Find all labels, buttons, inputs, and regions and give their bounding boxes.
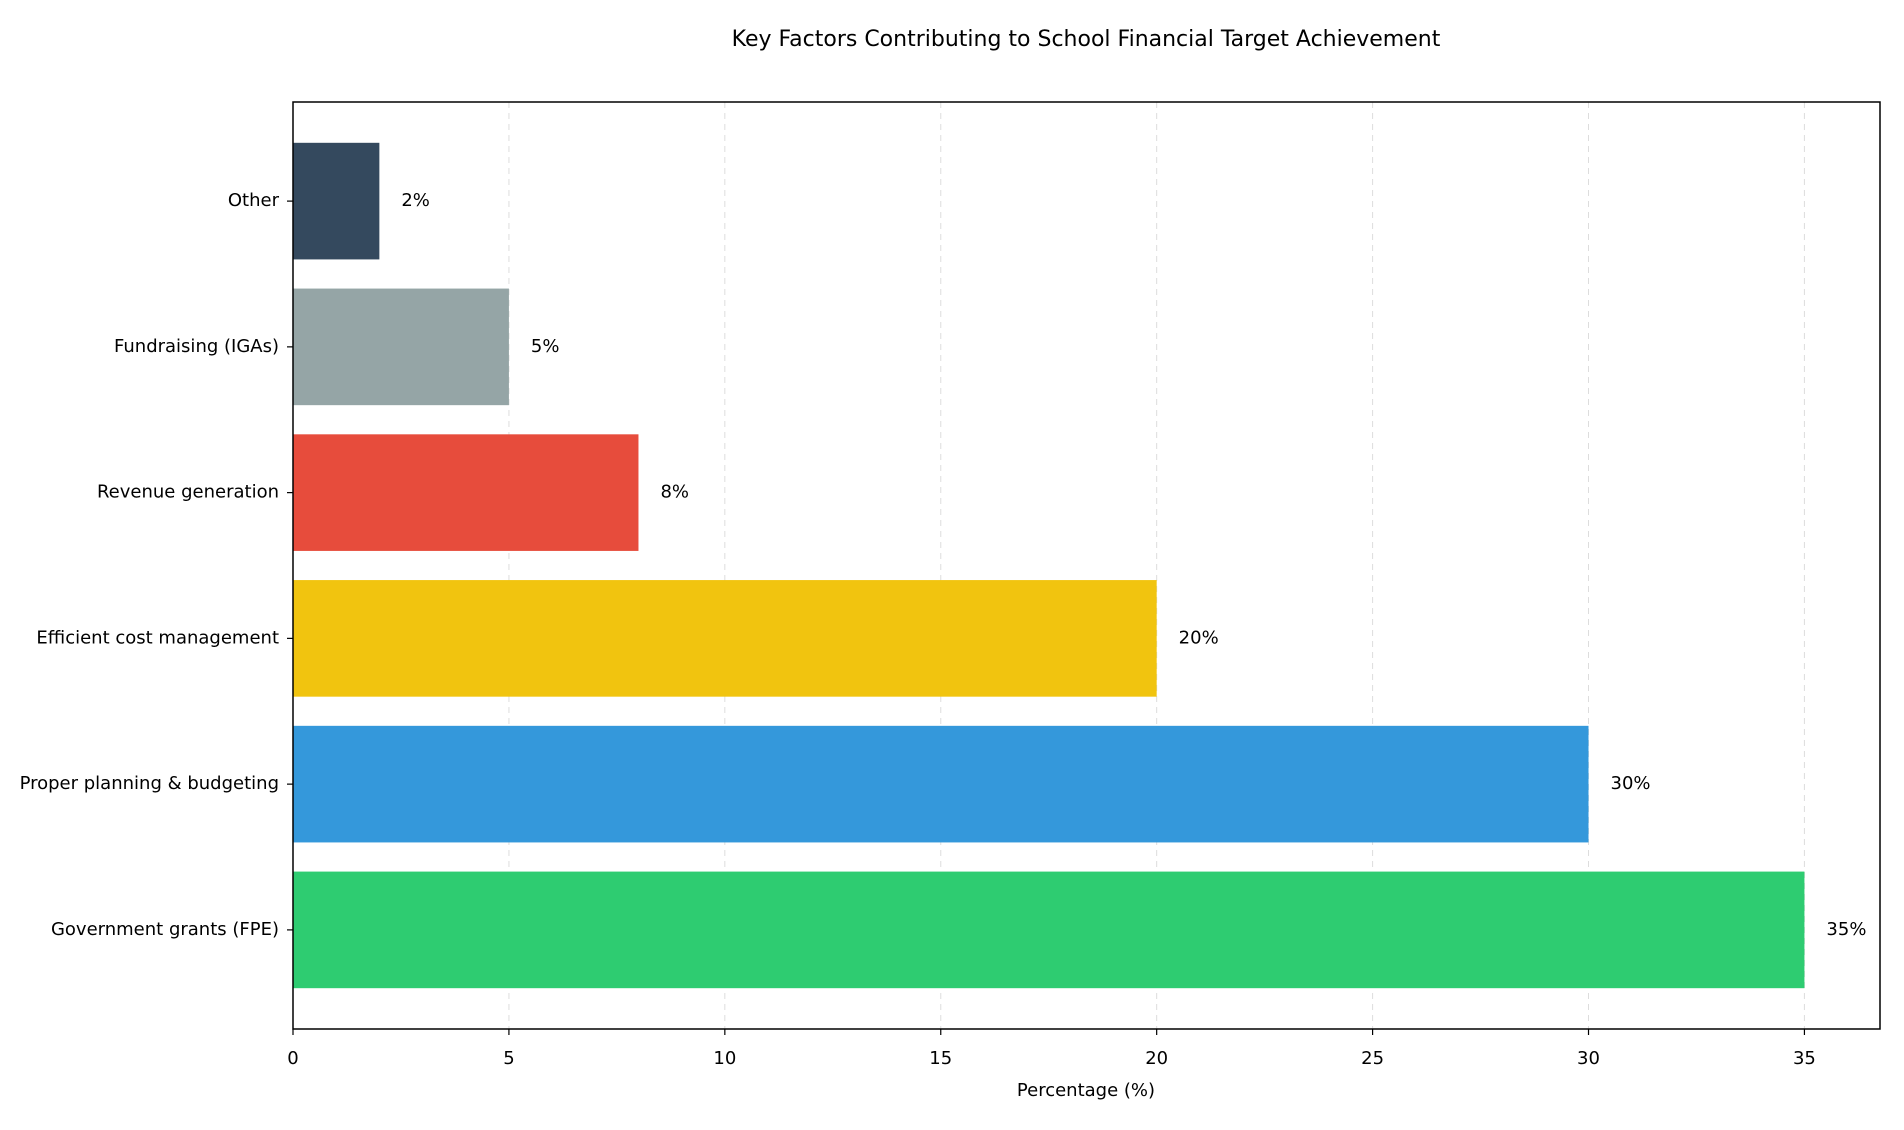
x-tick-label: 20 [1145,1048,1168,1069]
bar [293,871,1805,989]
x-tick-label: 0 [287,1048,298,1069]
x-tick-label: 10 [713,1048,736,1069]
value-label: 35% [1826,919,1866,940]
value-label: 20% [1179,627,1219,648]
x-tick-label: 30 [1577,1048,1600,1069]
bar [293,288,509,406]
chart-title: Key Factors Contributing to School Finan… [732,27,1441,52]
bar [293,725,1589,843]
value-label: 5% [531,336,560,357]
x-tick-label: 35 [1793,1048,1816,1069]
value-label: 30% [1611,773,1651,794]
bar [293,580,1157,697]
y-tick-label: Revenue generation [97,482,279,503]
y-tick-label: Other [228,190,280,211]
bar [293,434,639,551]
x-tick-label: 25 [1361,1048,1384,1069]
x-tick-label: 5 [503,1048,514,1069]
value-label: 8% [660,482,689,503]
y-tick-label: Fundraising (IGAs) [114,336,279,357]
plot-frame [292,101,1881,1030]
y-tick-label: Government grants (FPE) [51,919,279,940]
x-tick-label: 15 [929,1048,952,1069]
x-axis-label: Percentage (%) [1017,1080,1155,1101]
bar [293,142,380,260]
value-label: 2% [401,190,430,211]
y-tick-label: Proper planning & budgeting [20,773,279,794]
y-tick-label: Efficient cost management [36,627,279,648]
